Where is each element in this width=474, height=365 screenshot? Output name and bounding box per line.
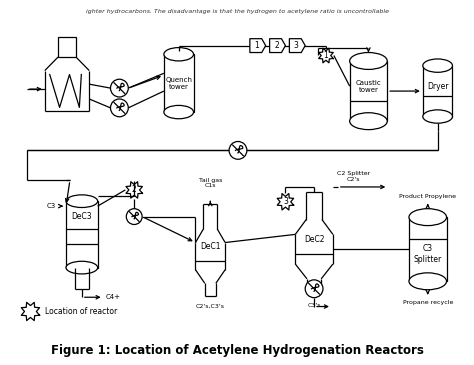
Text: DeC2: DeC2 [304, 235, 324, 244]
Ellipse shape [350, 53, 387, 69]
Text: ighter hydrocarbons. The disadvantage is that the hydrogen to acetylene ratio is: ighter hydrocarbons. The disadvantage is… [85, 9, 389, 14]
Circle shape [110, 99, 128, 117]
Text: C3's: C3's [307, 303, 321, 308]
Text: DeC1: DeC1 [200, 242, 220, 251]
Text: Product Propylene: Product Propylene [399, 194, 456, 199]
Text: C3
Splitter: C3 Splitter [414, 245, 442, 264]
Bar [164, 54, 193, 112]
Ellipse shape [423, 110, 453, 123]
Text: Tail gas
C1s: Tail gas C1s [199, 178, 222, 188]
Text: Propane recycle: Propane recycle [402, 300, 453, 305]
Text: C4+: C4+ [106, 294, 120, 300]
Text: Location of reactor: Location of reactor [45, 307, 118, 316]
Ellipse shape [66, 195, 98, 208]
Ellipse shape [66, 261, 98, 274]
Text: C2's,C3's: C2's,C3's [196, 304, 225, 308]
Ellipse shape [164, 105, 193, 119]
Text: 2: 2 [274, 41, 279, 50]
Bar [350, 61, 387, 121]
Text: 1: 1 [324, 51, 328, 60]
Ellipse shape [409, 273, 447, 290]
Circle shape [305, 280, 323, 297]
Ellipse shape [409, 209, 447, 226]
Ellipse shape [350, 113, 387, 130]
Text: C2 Splitter
C2's: C2 Splitter C2's [337, 171, 370, 182]
Bar [66, 201, 98, 268]
Bar [409, 217, 447, 281]
Ellipse shape [164, 47, 193, 61]
Circle shape [126, 209, 142, 224]
Text: 3: 3 [294, 41, 299, 50]
Text: Figure 1: Location of Acetylene Hydrogenation Reactors: Figure 1: Location of Acetylene Hydrogen… [51, 344, 423, 357]
Text: DeC3: DeC3 [72, 212, 92, 221]
Bar [58, 37, 76, 57]
Text: Caustic
tower: Caustic tower [356, 80, 381, 93]
Polygon shape [290, 39, 305, 53]
Polygon shape [250, 39, 265, 53]
Circle shape [110, 79, 128, 97]
Text: C3: C3 [46, 203, 56, 209]
Ellipse shape [423, 59, 453, 72]
Bar [423, 66, 453, 116]
Text: 2: 2 [132, 185, 137, 195]
Text: Quench
tower: Quench tower [165, 77, 192, 90]
Polygon shape [270, 39, 285, 53]
Circle shape [229, 142, 247, 159]
Text: 3: 3 [283, 197, 288, 206]
Text: 1: 1 [255, 41, 259, 50]
Text: Dryer: Dryer [427, 82, 448, 91]
